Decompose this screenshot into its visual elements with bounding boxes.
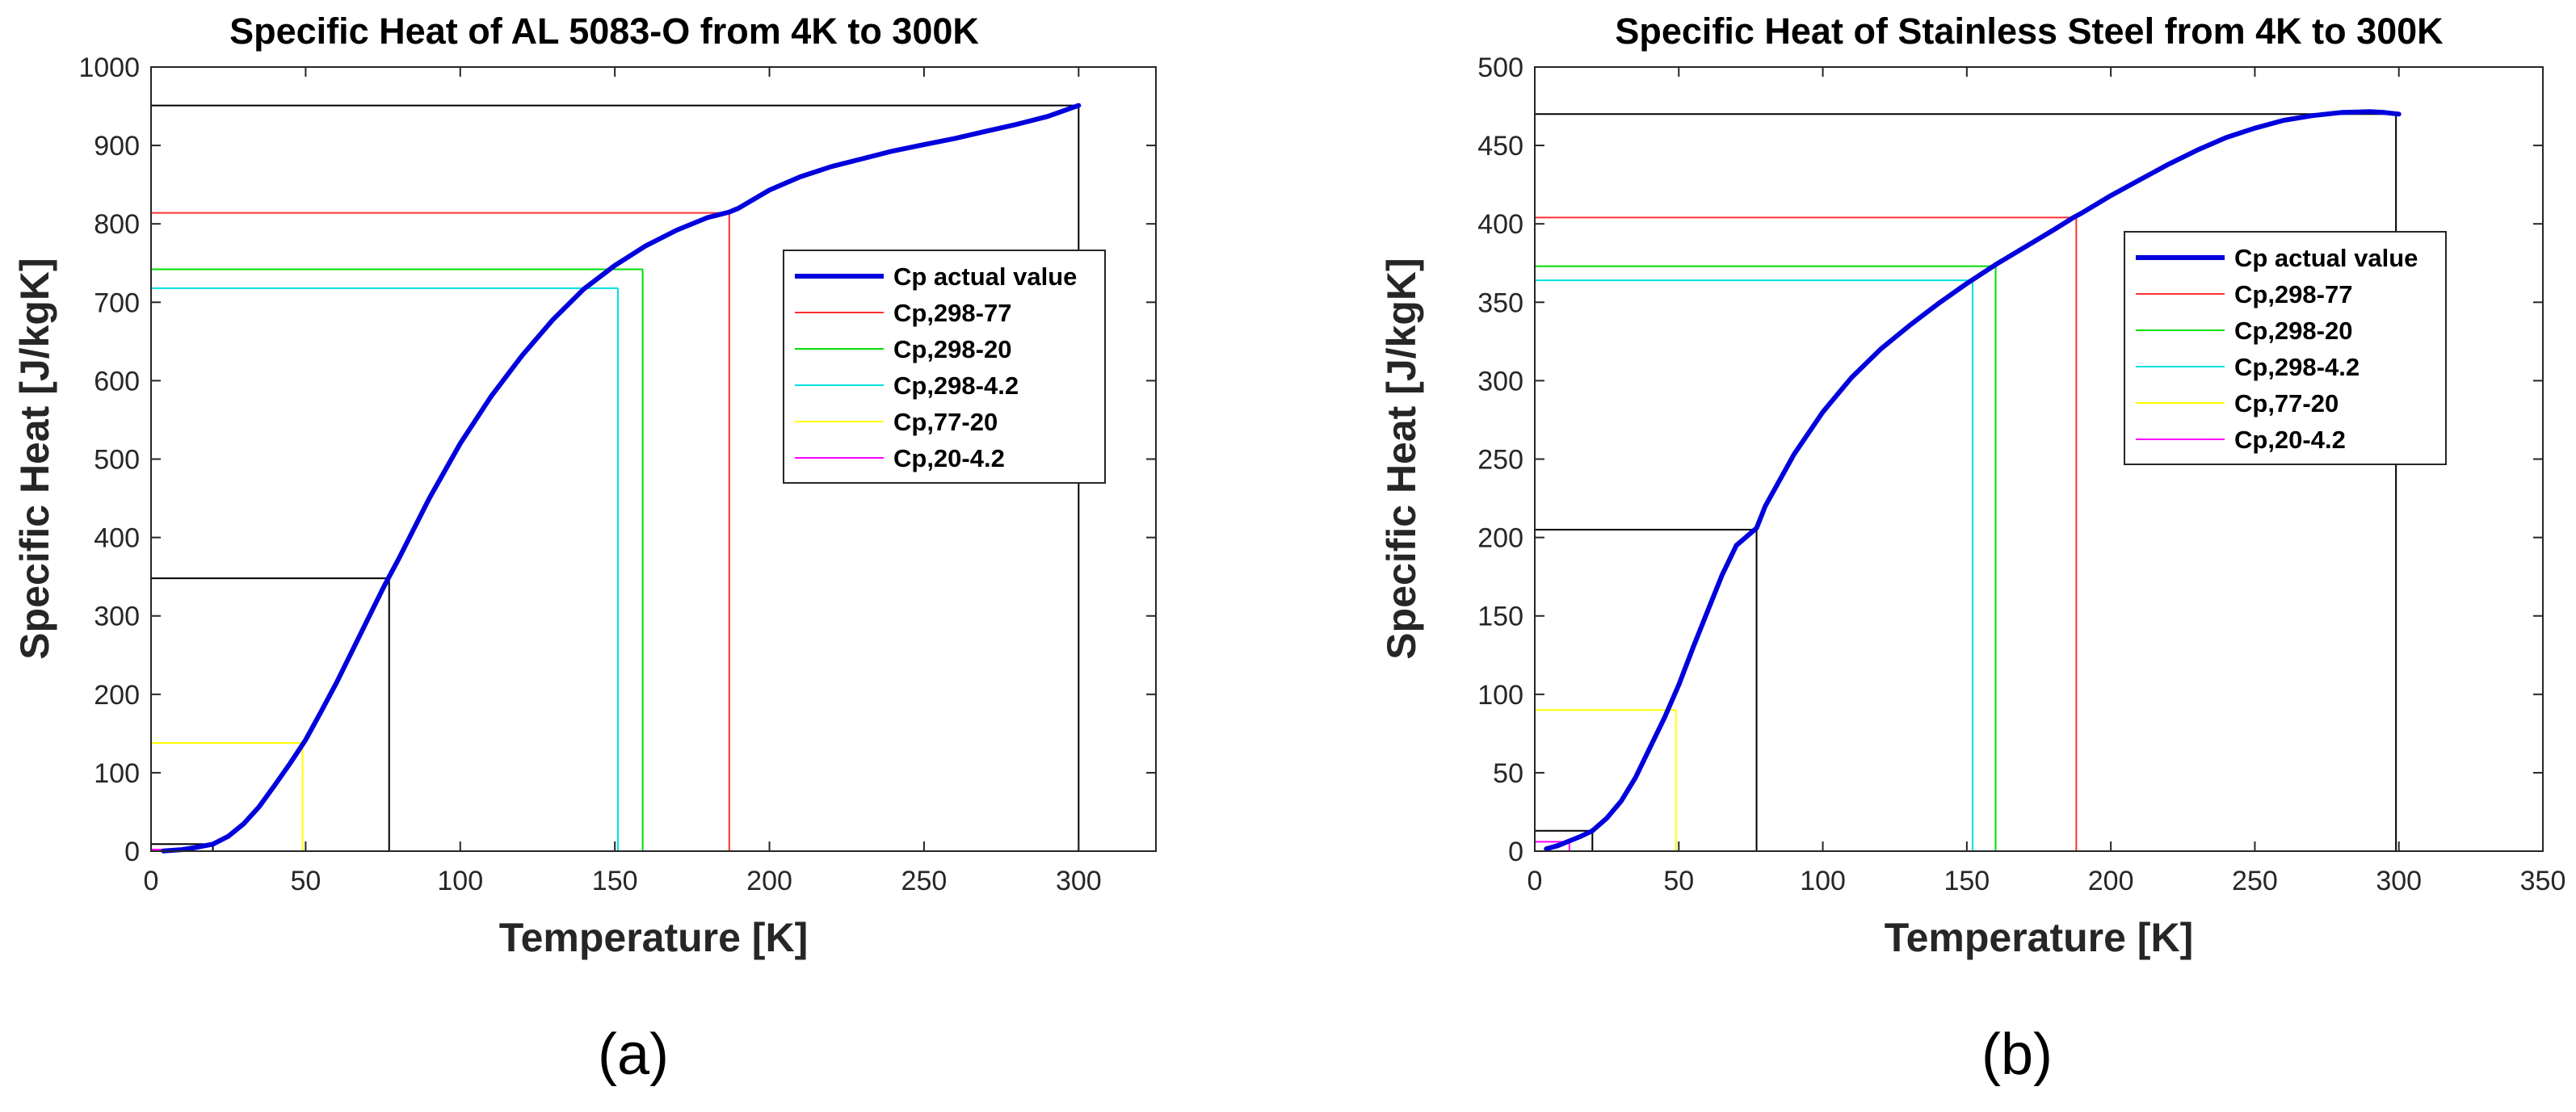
y-tick-label-b-1: 50 [1493, 758, 1523, 789]
x-tick-label-a-1: 50 [290, 866, 321, 896]
y-tick-label-a-3: 300 [94, 602, 140, 632]
legend-label-b-4: Cp,77-20 [2234, 389, 2339, 418]
x-tick-label-a-0: 0 [144, 866, 159, 896]
x-tick-label-a-3: 150 [592, 866, 638, 896]
chart-marks-b [1535, 109, 2402, 852]
y-tick-label-a-1: 100 [94, 758, 140, 789]
y-tick-label-b-6: 300 [1477, 366, 1523, 397]
y-tick-label-b-7: 350 [1477, 287, 1523, 318]
y-tick-label-b-3: 150 [1477, 602, 1523, 632]
y-tick-label-a-4: 400 [94, 523, 140, 554]
legend-box-b [2124, 231, 2447, 465]
x-axis-label-a: Temperature [K] [499, 915, 808, 960]
x-tick-label-b-1: 50 [1663, 866, 1694, 896]
cp-curve-a [161, 103, 1082, 854]
x-tick-label-a-6: 300 [1056, 866, 1102, 896]
y-tick-label-a-0: 0 [124, 837, 140, 867]
legend-label-b-2: Cp,298-20 [2234, 317, 2352, 345]
cp-curve-b [1544, 109, 2402, 852]
legend-label-a-4: Cp,77-20 [893, 408, 998, 436]
x-tick-label-a-5: 250 [901, 866, 948, 896]
legend-label-a-0: Cp actual value [893, 262, 1077, 291]
x-tick-label-a-2: 100 [437, 866, 483, 896]
y-tick-label-b-0: 0 [1508, 837, 1523, 867]
chart-title-a: Specific Heat of AL 5083-O from 4K to 30… [229, 10, 979, 52]
legend-label-a-1: Cp,298-77 [893, 299, 1011, 327]
axis-ticks-a: 0 50 100 150 200 250 300 0 100 200 300 400 500 600 700… [78, 52, 1156, 896]
x-tick-label-b-6: 300 [2376, 866, 2422, 896]
legend-label-b-0: Cp actual value [2234, 244, 2418, 272]
x-tick-label-a-4: 200 [746, 866, 792, 896]
y-tick-label-a-7: 700 [94, 287, 140, 318]
y-tick-label-a-5: 500 [94, 445, 140, 476]
y-tick-label-b-2: 100 [1477, 680, 1523, 711]
y-tick-label-a-10: 1000 [78, 52, 140, 83]
legend-box-a [783, 250, 1106, 484]
axis-ticks-b: 0 50 100 150 200 250 300 350 0 50 100 150 200 250 300 3… [1477, 52, 2565, 896]
y-axis-label-a: Specific Heat [J/kgK] [12, 258, 57, 659]
y-tick-label-a-8: 800 [94, 209, 140, 240]
legend-label-a-5: Cp,20-4.2 [893, 444, 1005, 472]
chart-title-b: Specific Heat of Stainless Steel from 4K… [1615, 10, 2444, 52]
x-tick-label-b-3: 150 [1944, 866, 1990, 896]
chart-panel-a: Specific Heat of AL 5083-O from 4K to 30… [12, 10, 1157, 1087]
x-tick-label-b-4: 200 [2088, 866, 2134, 896]
y-tick-label-b-10: 500 [1477, 52, 1523, 83]
y-axis-label-b: Specific Heat [J/kgK] [1379, 258, 1424, 659]
y-tick-label-b-9: 450 [1477, 131, 1523, 162]
y-tick-label-a-6: 600 [94, 366, 140, 397]
x-tick-label-b-0: 0 [1528, 866, 1543, 896]
chart-panel-b: Specific Heat of Stainless Steel from 4K… [1379, 10, 2565, 1087]
x-axis-label-b: Temperature [K] [1885, 915, 2193, 960]
panel-label-b: (b) [1981, 1022, 2053, 1087]
x-tick-label-b-5: 250 [2232, 866, 2278, 896]
legend-a: Cp actual value Cp,298-77 Cp,298-20 Cp,298-… [783, 250, 1106, 484]
y-tick-label-a-9: 900 [94, 131, 140, 162]
legend-label-a-2: Cp,298-20 [893, 335, 1011, 363]
y-tick-label-a-2: 200 [94, 680, 140, 711]
y-tick-label-b-4: 200 [1477, 523, 1523, 554]
legend-b: Cp actual value Cp,298-77 Cp,298-20 Cp,298-… [2124, 231, 2447, 465]
legend-label-b-3: Cp,298-4.2 [2234, 353, 2360, 381]
x-tick-label-b-7: 350 [2520, 866, 2566, 896]
legend-label-b-5: Cp,20-4.2 [2234, 426, 2346, 454]
panel-label-a: (a) [598, 1022, 669, 1087]
y-tick-label-b-8: 400 [1477, 209, 1523, 240]
legend-label-a-3: Cp,298-4.2 [893, 371, 1019, 400]
x-tick-label-b-2: 100 [1800, 866, 1846, 896]
legend-label-b-1: Cp,298-77 [2234, 280, 2352, 308]
chart-marks-a [151, 103, 1082, 854]
y-tick-label-b-5: 250 [1477, 445, 1523, 476]
